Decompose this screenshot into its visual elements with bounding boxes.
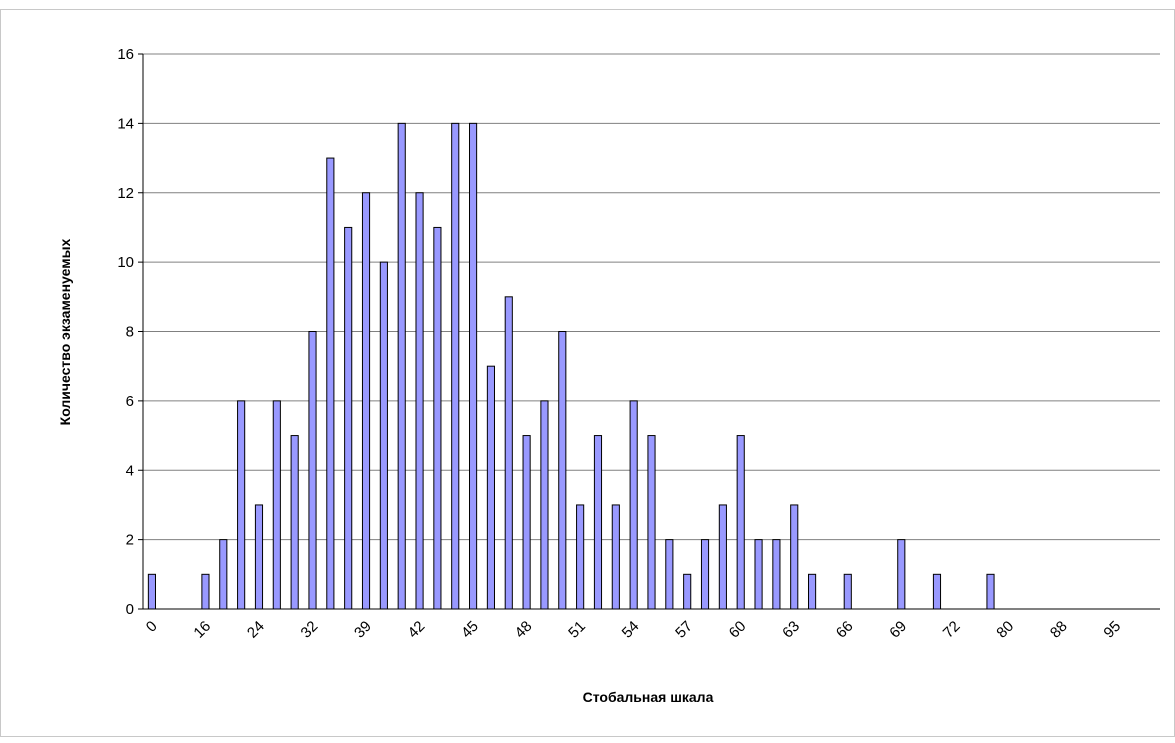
bar	[326, 157, 335, 610]
bar	[290, 435, 299, 610]
bar	[700, 539, 710, 610]
bar	[397, 122, 406, 610]
bar	[808, 573, 817, 610]
y-tick-label: 4	[126, 462, 134, 479]
y-tick-label: 0	[126, 601, 134, 618]
bar	[754, 539, 763, 610]
bar	[504, 296, 513, 610]
y-tick-label: 6	[126, 393, 134, 410]
bar	[593, 435, 603, 610]
bar	[308, 331, 317, 610]
bar	[932, 573, 942, 610]
bar	[790, 504, 799, 610]
bar	[344, 226, 353, 610]
y-tick-label: 16	[117, 46, 134, 63]
y-axis-title: Количество экзаменуемых	[57, 238, 73, 425]
bar	[736, 435, 745, 610]
bar	[843, 573, 852, 610]
bar	[772, 539, 781, 610]
bar	[486, 365, 495, 610]
y-tick-label: 8	[126, 324, 134, 341]
y-tick-labels: 0 2 4 6 8 10 12 14 16	[117, 46, 134, 618]
bar	[629, 400, 638, 610]
bar	[558, 331, 567, 610]
bar	[254, 504, 264, 610]
bar	[665, 539, 674, 610]
x-axis-title: Стобальная шкала	[583, 689, 714, 705]
bar	[379, 261, 388, 610]
bar	[147, 573, 156, 610]
bar	[540, 400, 549, 610]
bar	[361, 192, 371, 610]
bar	[522, 435, 531, 610]
bar	[469, 122, 478, 610]
y-tick-label: 12	[117, 185, 134, 202]
y-tick-label: 10	[117, 254, 134, 271]
bar	[237, 400, 246, 610]
bar	[897, 539, 906, 610]
bar	[647, 435, 656, 610]
bar	[272, 400, 281, 610]
bar	[451, 122, 460, 610]
bar	[433, 226, 442, 610]
bar	[415, 192, 424, 610]
bar	[576, 504, 585, 610]
chart-border	[0, 9, 1175, 737]
bar	[201, 573, 210, 610]
y-tick-label: 2	[126, 532, 134, 549]
bar	[986, 573, 995, 610]
bar	[683, 573, 692, 610]
y-tick-label: 14	[117, 115, 134, 132]
bar	[718, 504, 727, 610]
bar	[219, 539, 228, 610]
axes	[138, 53, 1160, 610]
bar	[611, 504, 620, 610]
